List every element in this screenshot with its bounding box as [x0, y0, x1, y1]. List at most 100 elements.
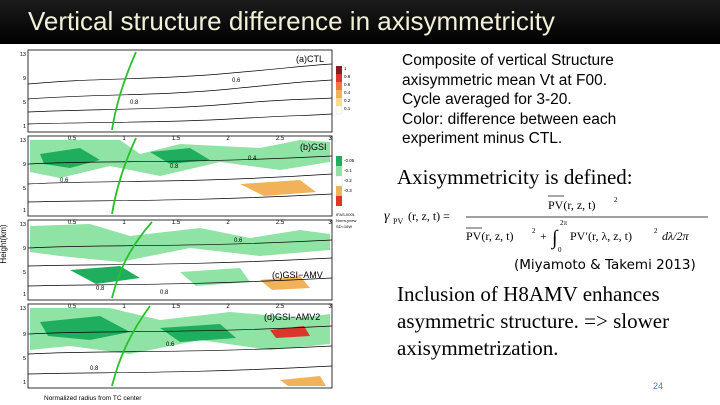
panel-label-gsi-amv: (c)GSI−AMV [272, 270, 323, 280]
contour-label: 0.6 [232, 78, 241, 84]
svg-text:1: 1 [23, 208, 26, 214]
y-ticks: 13 9 5 1 13 9 5 1 13 9 5 1 13 9 5 1 [20, 52, 26, 386]
svg-text:0.5: 0.5 [68, 220, 77, 226]
svg-text:Norm-ynew: Norm-ynew [336, 218, 357, 223]
contour-label: 0.6 [166, 342, 175, 348]
svg-text:2.5: 2.5 [276, 136, 285, 142]
figure-description: Composite of vertical Structure axisymme… [402, 51, 702, 149]
svg-text:5: 5 [23, 270, 26, 276]
x-axis-label: Normalized radius from TC center [44, 395, 142, 402]
svg-text:+: + [540, 229, 547, 243]
svg-text:-0.05: -0.05 [344, 158, 355, 163]
svg-text:9: 9 [23, 246, 26, 252]
panel-label-gsi: (b)GSI [300, 142, 327, 152]
contour-label: 0.8 [130, 100, 139, 106]
svg-text:1: 1 [23, 292, 26, 298]
svg-text:(r, z, t) =: (r, z, t) = [408, 209, 450, 223]
svg-text:2.5: 2.5 [276, 304, 285, 310]
title-bar: Vertical structure difference in axisymm… [0, 0, 720, 44]
svg-text:0.1: 0.1 [344, 106, 351, 111]
svg-text:9: 9 [23, 76, 26, 82]
svg-text:5: 5 [23, 356, 26, 362]
contour-label: 0.4 [248, 156, 257, 162]
svg-text:2.5: 2.5 [276, 220, 285, 226]
panel-label-ctl: (a)CTL [296, 54, 324, 64]
description-line: axisymmetric mean Vt at F00. [402, 71, 608, 89]
contour-label: 0.8 [90, 366, 99, 372]
colorbar-ctl: 1 0.8 0.6 0.4 0.2 0.1 [335, 66, 351, 115]
contour-label: 0.6 [60, 178, 69, 184]
svg-text:γ: γ [384, 209, 390, 224]
description-line: Cycle averaged for 3-20. [402, 91, 572, 109]
svg-text:1: 1 [23, 124, 26, 130]
panel-gsi-amv: (c)GSI−AMV 0.6 0.8 0.8 [27, 219, 333, 301]
svg-text:2: 2 [614, 196, 618, 204]
definition-text: Axisymmetricity is defined: [397, 165, 633, 189]
svg-text:0: 0 [558, 246, 562, 254]
panel-label-gsi-amv2: (d)GSI−AMV2 [264, 312, 320, 322]
svg-text:13: 13 [20, 138, 26, 144]
svg-text:0.6: 0.6 [344, 82, 351, 87]
svg-text:PV(r, z, t): PV(r, z, t) [548, 198, 596, 212]
contour-label: 0.8 [96, 286, 105, 292]
svg-text:1.5: 1.5 [172, 304, 181, 310]
svg-text:3: 3 [328, 304, 332, 310]
description-line: experiment minus CTL. [402, 130, 563, 148]
integral-sign: ∫ [550, 227, 559, 250]
svg-text:PV(r, z, t): PV(r, z, t) [466, 229, 514, 243]
svg-text:3: 3 [328, 136, 332, 142]
svg-text:PV′(r, λ, z, t): PV′(r, λ, z, t) [570, 229, 632, 243]
svg-text:1: 1 [122, 136, 126, 142]
svg-text:IFAS-0001: IFAS-0001 [336, 212, 356, 217]
description-line: Color: difference between each [402, 110, 617, 128]
composite-figure: Height(km) (a)CTL 0.6 0.8 (b)GSI 0.4 0.6… [0, 44, 380, 405]
svg-text:5: 5 [23, 186, 26, 192]
svg-text:0.8: 0.8 [344, 74, 351, 79]
slide-title: Vertical structure difference in axisymm… [28, 6, 555, 36]
svg-text:SD=16W: SD=16W [336, 224, 352, 229]
description-line: Composite of vertical Structure [402, 52, 614, 69]
svg-text:9: 9 [23, 332, 26, 338]
contour-label: 0.6 [234, 238, 243, 244]
svg-text:2: 2 [226, 304, 230, 310]
svg-text:2: 2 [532, 227, 536, 235]
svg-text:0.2: 0.2 [344, 98, 351, 103]
panel-ctl: (a)CTL 0.6 0.8 [27, 49, 333, 133]
colorbar-diff: -0.05 -0.1 -0.2 -0.3 IFAS-0001 Norm-ynew… [335, 156, 357, 229]
svg-text:PV: PV [393, 217, 403, 226]
axisymmetricity-equation: γ PV (r, z, t) = PV(r, z, t) 2 PV(r, z, … [384, 195, 708, 254]
contour-label: 0.8 [160, 290, 169, 296]
panel-gsi-amv2: (d)GSI−AMV2 0.6 0.8 [27, 303, 333, 389]
conclusion-line: Inclusion of H8AMV enhances [397, 282, 660, 306]
svg-text:0.5: 0.5 [68, 304, 77, 310]
x-ticks: 0.5 1 1.5 2 2.5 3 0.5 1 1.5 2 2.5 3 0.5 … [68, 136, 333, 310]
conclusion-line: asymmetric structure. => slower [397, 309, 670, 333]
svg-text:1: 1 [122, 220, 126, 226]
svg-text:5: 5 [23, 100, 26, 106]
svg-text:1: 1 [122, 304, 126, 310]
svg-text:2: 2 [226, 220, 230, 226]
citation: (Miyamoto & Takemi 2013) [514, 257, 696, 273]
panel-gsi: (b)GSI 0.4 0.6 0.8 [27, 135, 333, 217]
contour-label: 0.8 [170, 164, 179, 170]
svg-text:3: 3 [328, 220, 332, 226]
page-number: 24 [653, 381, 664, 391]
y-axis-label: Height(km) [0, 224, 8, 263]
svg-text:13: 13 [20, 52, 26, 58]
svg-text:dλ/2π: dλ/2π [662, 229, 690, 243]
svg-text:13: 13 [20, 222, 26, 228]
svg-text:-0.1: -0.1 [344, 168, 352, 173]
svg-text:0.5: 0.5 [68, 136, 77, 142]
conclusion-line: axisymmetrization. [397, 336, 559, 360]
svg-text:1: 1 [23, 380, 26, 386]
svg-text:-0.3: -0.3 [344, 188, 352, 193]
svg-text:2: 2 [226, 136, 230, 142]
conclusion: Inclusion of H8AMV enhances asymmetric s… [397, 281, 717, 362]
svg-text:13: 13 [20, 306, 26, 312]
svg-text:-0.2: -0.2 [344, 178, 352, 183]
svg-text:9: 9 [23, 162, 26, 168]
svg-text:0.4: 0.4 [344, 90, 351, 95]
svg-text:1: 1 [344, 66, 347, 71]
svg-text:1.5: 1.5 [172, 220, 181, 226]
svg-text:2π: 2π [560, 219, 568, 227]
